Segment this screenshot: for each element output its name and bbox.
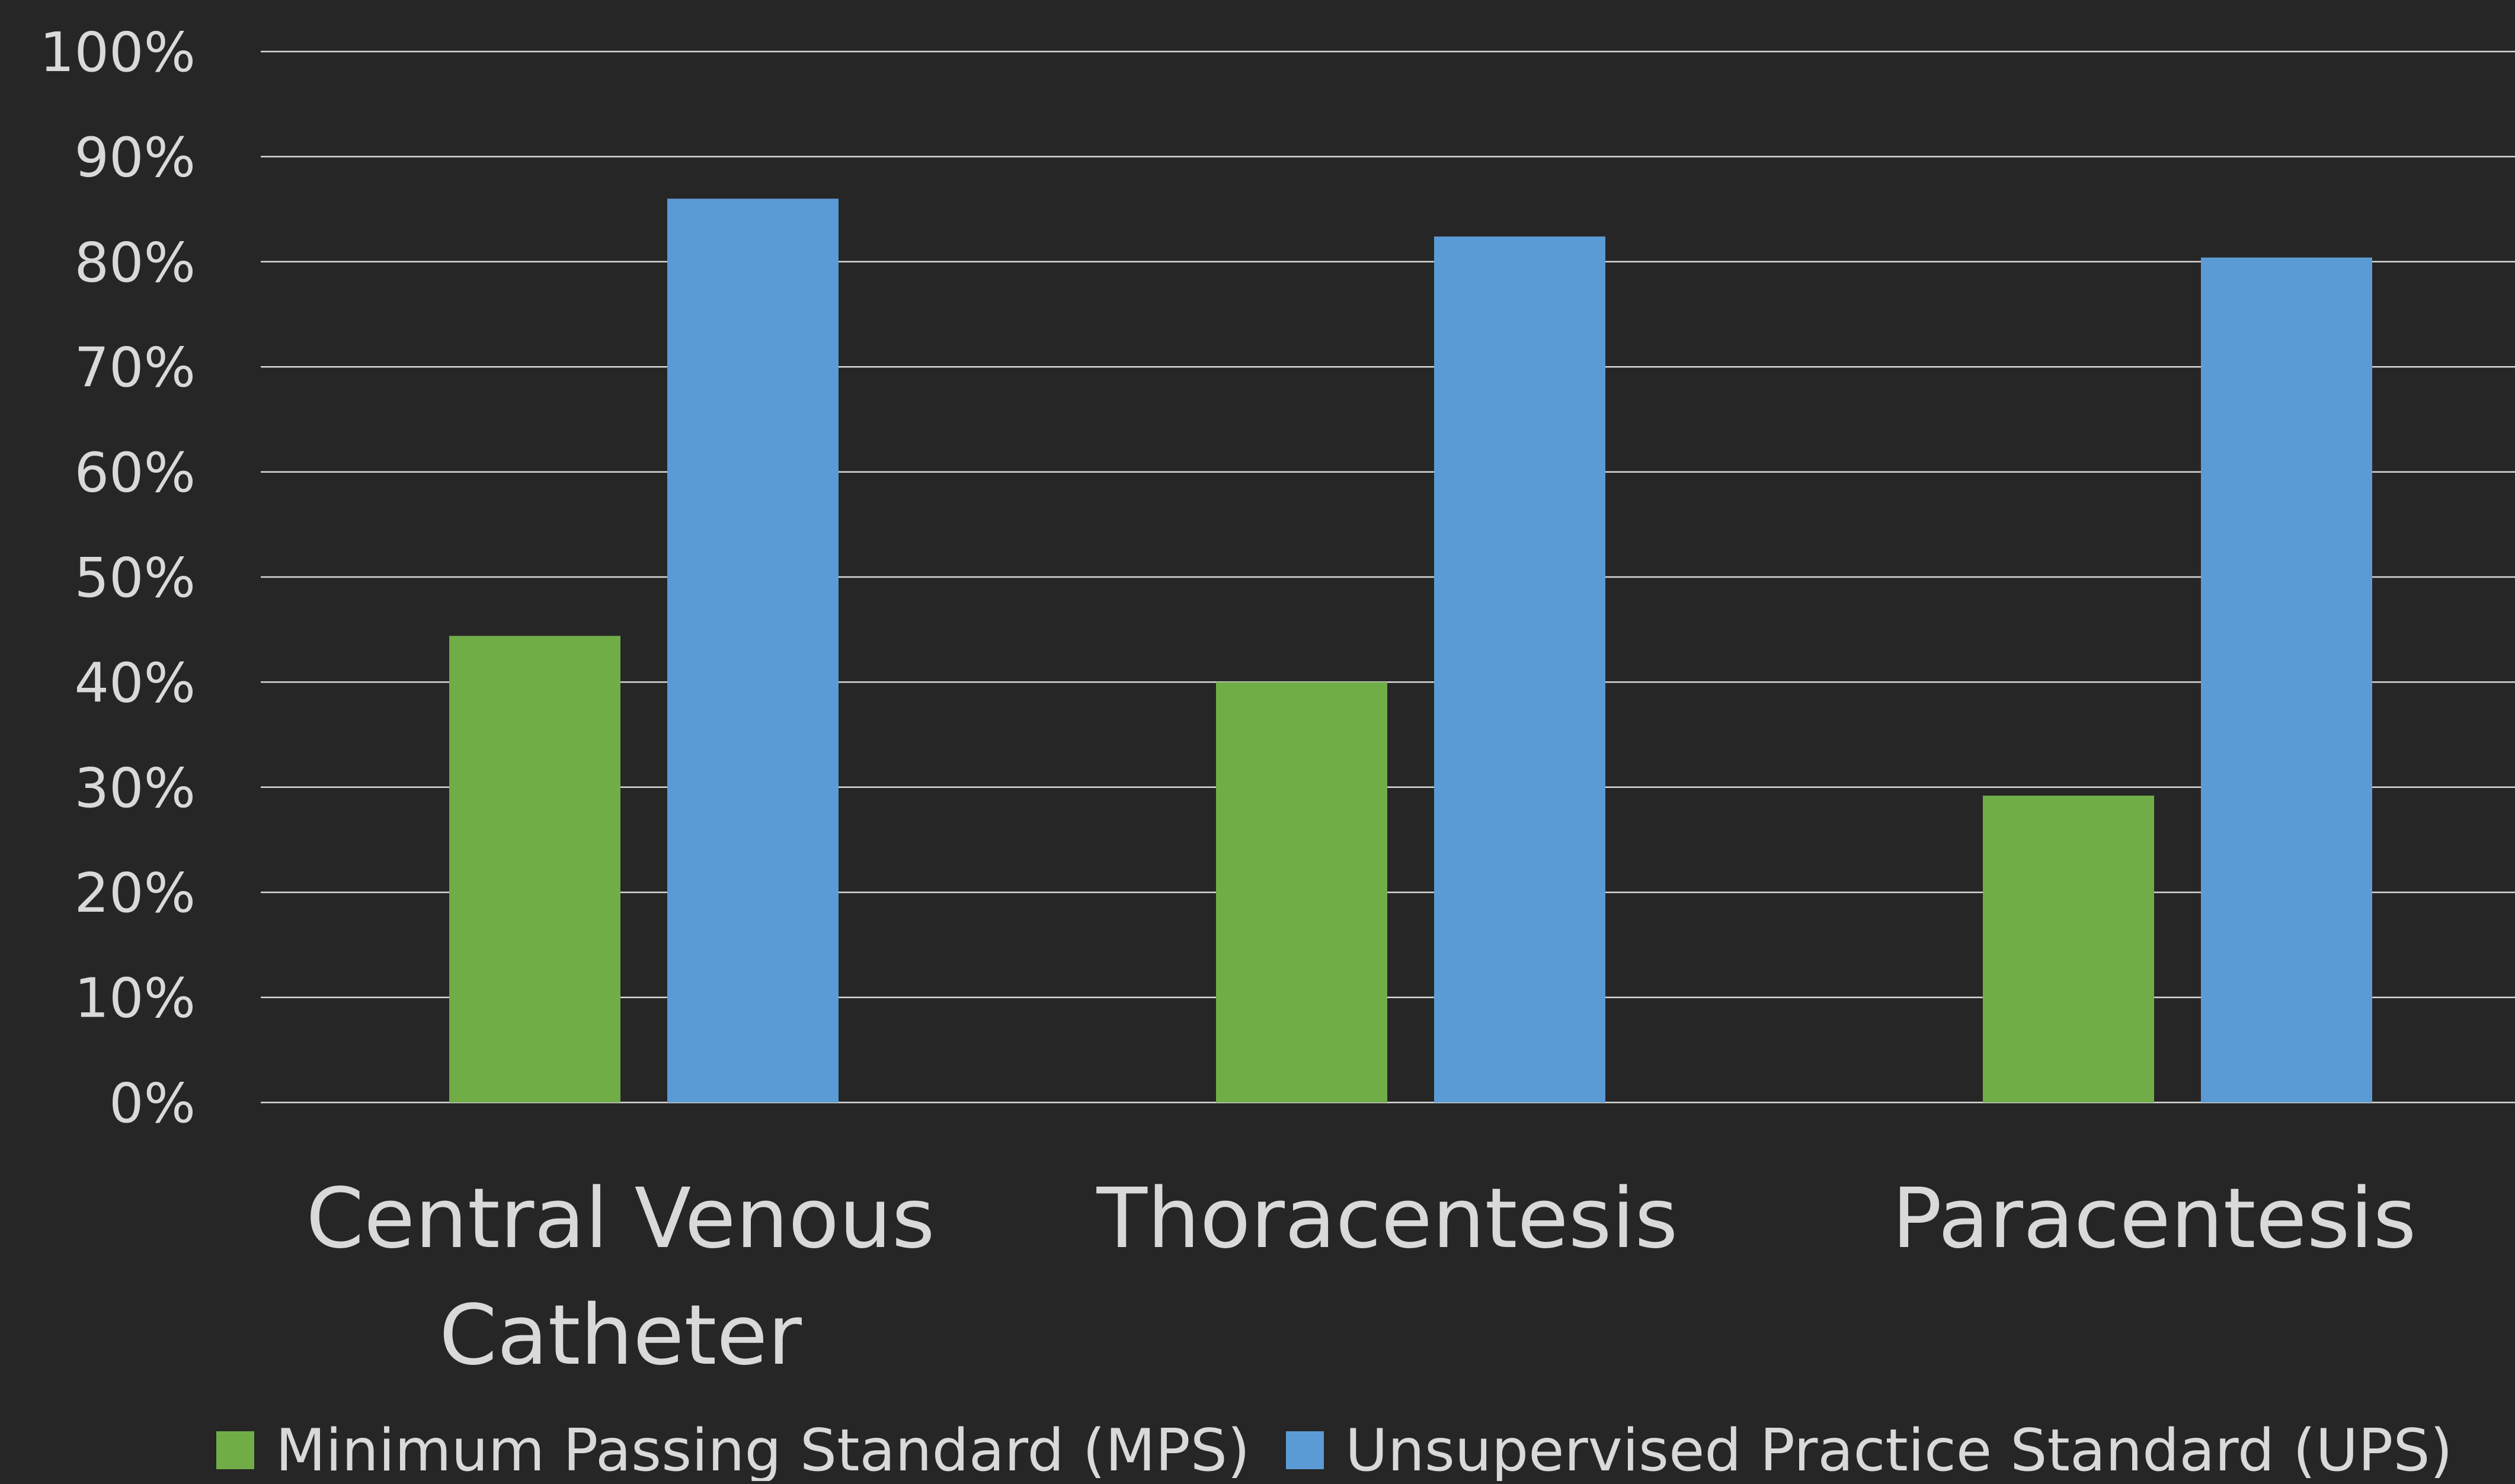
category-label: Paracentesis <box>1892 1171 2417 1267</box>
y-axis-tick-labels: 0% 10% 20% 30% 40% 50% 60% 70% 80% 90% 100% <box>40 21 196 1135</box>
bar-ups-0 <box>667 198 839 1102</box>
category-label: Catheter <box>439 1287 802 1384</box>
category-label: Thoracentesis <box>1096 1171 1678 1267</box>
y-tick-label: 10% <box>75 967 196 1030</box>
legend-label-mps: Minimum Passing Standard (MPS) <box>276 1417 1250 1481</box>
y-tick-label: 90% <box>75 126 196 189</box>
y-tick-label: 0% <box>109 1072 196 1135</box>
bar-ups-2 <box>2201 257 2372 1103</box>
bar-mps-1 <box>1216 682 1387 1102</box>
bar-ups-1 <box>1434 236 1605 1102</box>
legend-label-ups: Unsupervised Practice Standard (UPS) <box>1345 1417 2453 1481</box>
y-tick-label: 50% <box>75 546 196 610</box>
y-tick-label: 60% <box>75 441 196 505</box>
legend: Minimum Passing Standard (MPS) Unsupervis… <box>216 1417 2453 1484</box>
y-tick-label: 70% <box>75 336 196 399</box>
y-tick-label: 100% <box>40 21 196 84</box>
bars <box>449 198 2372 1103</box>
gridlines <box>261 50 2515 1104</box>
x-axis-category-labels: Central Venous Catheter Thoracentesis Parac… <box>306 1171 2416 1384</box>
legend-swatch-mps <box>216 1431 254 1469</box>
y-tick-label: 20% <box>75 861 196 925</box>
bar-mps-2 <box>1983 795 2154 1102</box>
y-tick-label: 40% <box>75 651 196 714</box>
y-tick-label: 80% <box>75 231 196 294</box>
legend-swatch-ups <box>1286 1431 1324 1469</box>
category-label: Central Venous <box>306 1171 935 1267</box>
y-tick-label: 30% <box>75 757 196 820</box>
bar-mps-0 <box>449 636 620 1102</box>
